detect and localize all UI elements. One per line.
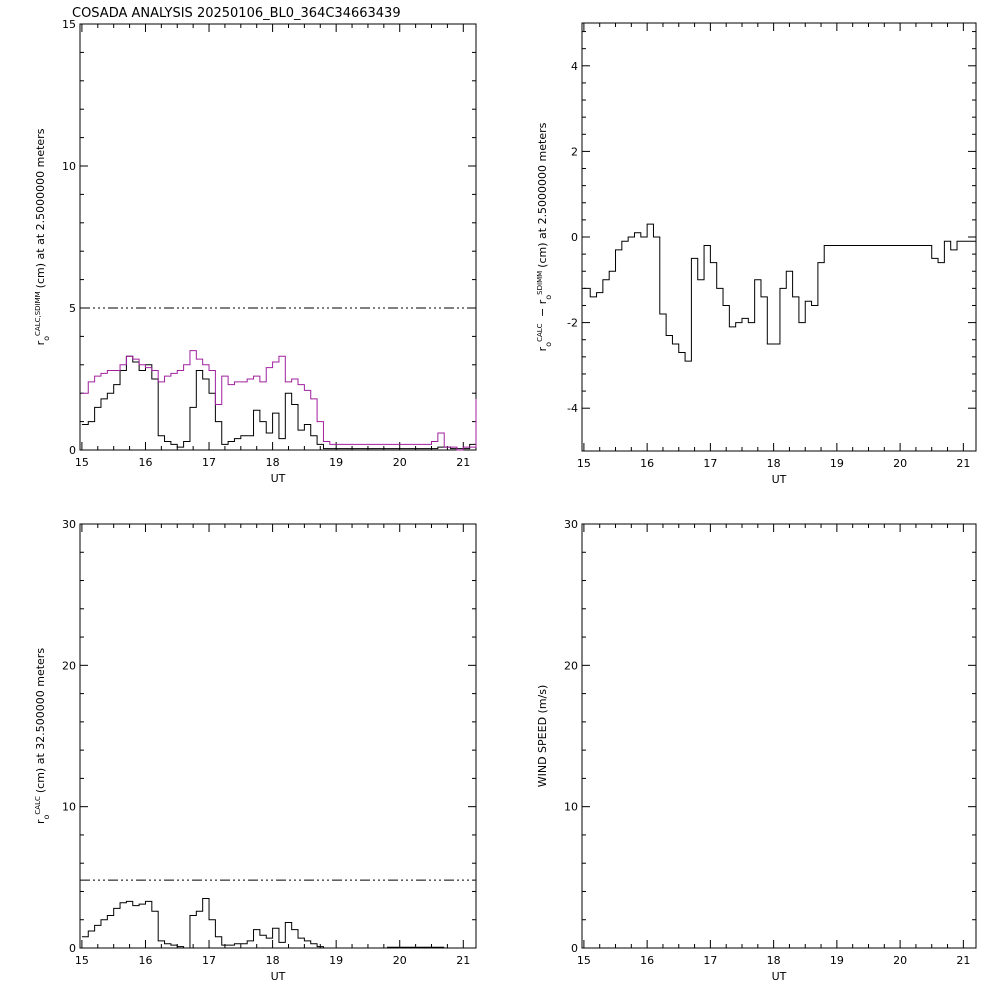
x-tick-label: 21 <box>456 456 470 469</box>
y-axis-label-part: WIND SPEED (m/s) <box>536 685 549 788</box>
y-tick-label: 2 <box>571 145 578 158</box>
x-tick-label: 20 <box>393 954 407 967</box>
plot-frame <box>79 523 477 949</box>
plot-frame <box>79 23 477 451</box>
y-tick-label: 4 <box>571 60 578 73</box>
y-axis-label: roCALC − roSDIMM(cm) at 2.5000000 meters <box>536 122 553 351</box>
x-tick-label: 16 <box>138 456 152 469</box>
y-tick-label: 10 <box>62 801 76 814</box>
y-axis-label-part: o <box>544 295 553 300</box>
chart-title: COSADA ANALYSIS 20250106_BL0_364C3466343… <box>72 6 401 21</box>
x-tick-label: 20 <box>393 456 407 469</box>
x-axis-label: UT <box>772 970 787 983</box>
y-tick-label: 0 <box>571 942 578 955</box>
x-tick-label: 20 <box>893 954 907 967</box>
y-axis-label-part: r <box>34 340 47 345</box>
y-axis-label-part: (cm) at 32.500000 meters <box>34 648 47 793</box>
x-tick-label: 16 <box>640 954 654 967</box>
plot-frame <box>581 523 977 949</box>
x-tick-label: 17 <box>202 954 216 967</box>
x-tick-label: 16 <box>138 954 152 967</box>
y-axis-label: roCALC (cm) at 32.500000 meters <box>34 648 51 824</box>
y-tick-label: 0 <box>571 231 578 244</box>
y-axis-label-part: CALC,SDIMM <box>34 291 42 336</box>
x-tick-label: 15 <box>577 954 591 967</box>
y-tick-label: 0 <box>69 444 76 457</box>
y-tick-label: 15 <box>62 18 76 31</box>
y-axis-label-part: o <box>42 815 51 820</box>
x-tick-label: 17 <box>703 954 717 967</box>
x-axis-label: UT <box>271 970 286 983</box>
y-tick-label: 20 <box>564 659 578 672</box>
x-tick-label: 17 <box>202 456 216 469</box>
y-axis-label-part: CALC <box>536 323 544 342</box>
x-tick-label: 21 <box>956 457 970 470</box>
y-axis-label-part: (cm) at at 2.5000000 meters <box>34 128 47 288</box>
y-axis-label-part: CALC <box>34 796 42 815</box>
y-tick-label: 30 <box>62 518 76 531</box>
y-axis-label-part: − r <box>536 299 549 320</box>
x-tick-label: 15 <box>577 457 591 470</box>
x-tick-label: 18 <box>266 456 280 469</box>
y-tick-label: -2 <box>567 317 578 330</box>
y-axis-label: WIND SPEED (m/s) <box>536 685 549 788</box>
data-line <box>81 350 477 451</box>
y-axis-label: roCALC,SDIMM (cm) at at 2.5000000 meters <box>34 128 51 345</box>
y-axis-label-part: SDIMM <box>536 271 544 295</box>
x-tick-label: 17 <box>703 457 717 470</box>
x-tick-label: 15 <box>75 456 89 469</box>
x-tick-label: 21 <box>956 954 970 967</box>
y-axis-label-part: o <box>544 342 553 347</box>
x-tick-label: 16 <box>640 457 654 470</box>
x-tick-label: 19 <box>830 457 844 470</box>
x-axis-label: UT <box>772 473 787 486</box>
x-tick-label: 19 <box>830 954 844 967</box>
x-tick-label: 21 <box>456 954 470 967</box>
x-tick-label: 19 <box>329 456 343 469</box>
y-tick-label: -4 <box>567 402 578 415</box>
y-tick-label: 20 <box>62 659 76 672</box>
y-tick-label: 30 <box>564 518 578 531</box>
y-tick-label: 5 <box>69 302 76 315</box>
x-tick-label: 20 <box>893 457 907 470</box>
x-axis-label: UT <box>271 472 286 485</box>
y-tick-label: 0 <box>69 942 76 955</box>
y-axis-label-part: (cm) at 2.5000000 meters <box>536 122 549 267</box>
y-axis-label-part: o <box>42 336 51 341</box>
y-tick-label: 10 <box>564 801 578 814</box>
data-line <box>583 223 977 362</box>
x-tick-label: 18 <box>266 954 280 967</box>
y-tick-label: 10 <box>62 160 76 173</box>
x-tick-label: 18 <box>767 457 781 470</box>
y-axis-label-part: r <box>536 346 549 351</box>
x-tick-label: 18 <box>767 954 781 967</box>
x-tick-label: 15 <box>75 954 89 967</box>
x-tick-label: 19 <box>329 954 343 967</box>
y-axis-label-part: r <box>34 819 47 824</box>
